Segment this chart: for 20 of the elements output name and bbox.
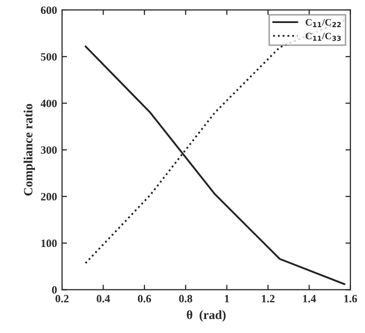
x-tick-label: 1 [224, 294, 230, 302]
x-tick-label: 0.2 [56, 294, 69, 302]
y-tick-label: 0 [52, 286, 57, 294]
x-tick-label: 1.6 [344, 294, 358, 302]
y-tick-label: 100 [41, 240, 57, 248]
x-tick-label: 0.8 [179, 294, 192, 302]
legend-label: C$_{11}$/C$_{22}$ [306, 19, 341, 28]
y-tick-label: 400 [40, 100, 57, 108]
x-axis-title: θ (rad) [186, 310, 226, 322]
line-series [84, 45, 346, 286]
y-tick-label: 200 [40, 192, 57, 200]
y-tick-label: 300 [40, 146, 57, 154]
y-tick-label: 600 [40, 6, 57, 14]
legend-label: C$_{11}$/C$_{33}$ [306, 32, 341, 41]
x-tick-label: 0.4 [96, 294, 110, 302]
x-tick-label: 1.2 [262, 294, 274, 302]
y-tick-label: 500 [40, 53, 57, 61]
y-axis-title: Compliance ratio [24, 104, 35, 196]
x-tick-label: 0.6 [138, 294, 152, 302]
x-tick-label: 1.4 [303, 294, 316, 302]
